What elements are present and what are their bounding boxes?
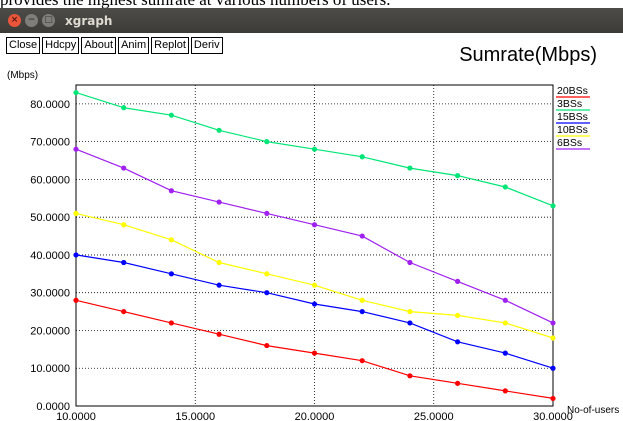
x-tick-label: 30.0000 [533,411,573,421]
data-point-20BSs [502,388,508,394]
data-point-3BSs [359,154,365,160]
data-point-15BSs [550,365,556,371]
data-point-15BSs [73,252,79,258]
data-point-15BSs [359,308,365,315]
data-point-20BSs [121,308,127,315]
data-point-6BSs [455,278,461,284]
y-tick-label: 10.0000 [30,363,70,375]
data-point-15BSs [455,339,461,345]
data-point-3BSs [407,165,413,171]
replot-button[interactable]: Replot [151,37,189,54]
data-point-20BSs [73,297,79,303]
data-point-20BSs [359,358,365,364]
data-point-3BSs [121,105,127,111]
data-point-3BSs [311,146,318,152]
data-point-10BSs [73,210,79,216]
about-button[interactable]: About [81,37,117,54]
data-point-10BSs [407,308,413,315]
window-maximize-icon[interactable]: □ [42,14,55,27]
xgraph-client-area: Close Hdcpy About Anim Replot Deriv Sumr… [0,33,623,421]
data-point-10BSs [455,312,461,318]
data-point-10BSs [359,297,365,303]
window-close-icon[interactable]: × [8,14,21,27]
data-point-10BSs [264,271,270,277]
window-titlebar[interactable]: × − □ xgraph [0,8,623,33]
data-point-10BSs [550,335,556,341]
legend-label: 3BSs [557,98,582,110]
close-button[interactable]: Close [6,37,41,54]
data-point-3BSs [502,184,508,190]
data-point-20BSs [264,342,270,349]
data-point-15BSs [121,259,127,266]
data-point-3BSs [216,127,222,133]
y-tick-label: 30.0000 [30,288,70,300]
legend-label: 10BSs [557,124,588,136]
hdcpy-button[interactable]: Hdcpy [42,37,80,54]
data-point-6BSs [73,146,79,152]
x-tick-label: 10.0000 [56,411,96,421]
chart-title: Sumrate(Mbps) [459,44,597,66]
data-point-3BSs [264,139,270,145]
data-point-6BSs [359,233,365,239]
data-point-3BSs [73,89,79,96]
y-tick-label: 80.0000 [30,99,70,111]
data-point-3BSs [168,112,174,118]
x-tick-label: 20.0000 [295,411,335,421]
y-tick-label: 20.0000 [30,325,70,337]
data-point-20BSs [455,380,461,386]
legend-label: 15BSs [557,111,588,123]
y-tick-label: 40.0000 [30,250,70,262]
data-point-20BSs [216,331,222,337]
window-minimize-icon[interactable]: − [25,14,38,27]
data-point-6BSs [264,210,270,216]
data-point-6BSs [216,199,222,205]
data-point-6BSs [121,165,127,171]
anim-button[interactable]: Anim [118,37,150,54]
data-point-20BSs [168,320,174,326]
legend-label: 6BSs [557,137,582,149]
data-point-6BSs [502,297,508,303]
toolbar: Close Hdcpy About Anim Replot Deriv [6,37,223,54]
data-point-6BSs [550,320,556,326]
sumrate-chart: Sumrate(Mbps) (Mbps) No-of-users 0.00001… [7,44,619,421]
data-point-6BSs [407,259,413,266]
data-point-15BSs [311,301,318,307]
data-point-10BSs [216,259,222,266]
x-tick-label: 25.0000 [414,411,454,421]
background-document-text: provides the highest sumrate at various … [0,0,623,8]
data-point-15BSs [168,271,174,277]
data-point-15BSs [264,290,270,296]
y-axis-label: (Mbps) [7,70,38,81]
y-tick-label: 0.0000 [36,401,70,413]
y-tick-label: 60.0000 [30,174,70,186]
data-point-6BSs [311,222,318,228]
data-point-10BSs [121,222,127,228]
x-tick-label: 15.0000 [175,411,215,421]
y-tick-label: 50.0000 [30,212,70,224]
y-tick-label: 70.0000 [30,137,70,149]
x-axis-label: No-of-users [567,405,619,416]
data-point-15BSs [216,282,222,288]
data-point-10BSs [168,237,174,243]
data-point-3BSs [550,203,556,209]
data-point-6BSs [168,188,174,194]
window-title: xgraph [65,13,113,28]
data-point-10BSs [311,282,318,288]
data-point-20BSs [311,350,318,356]
data-point-3BSs [455,173,461,179]
data-point-15BSs [407,320,413,326]
deriv-button[interactable]: Deriv [190,37,223,54]
data-point-15BSs [502,350,508,356]
data-point-20BSs [407,373,413,379]
data-point-20BSs [550,395,556,402]
legend-label: 20BSs [557,85,588,97]
data-point-10BSs [502,320,508,326]
